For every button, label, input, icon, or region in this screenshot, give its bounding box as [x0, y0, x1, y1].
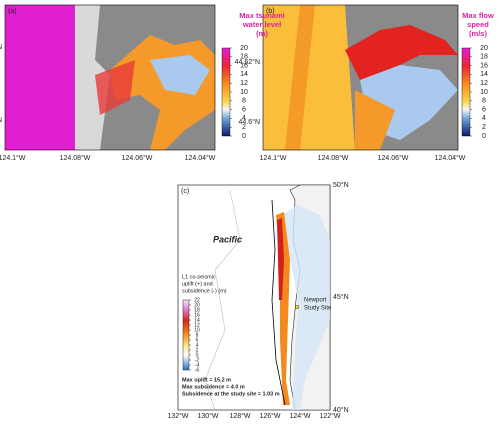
colorbar-tick-label: 14: [194, 317, 200, 323]
colorbar-tick-label: 2: [242, 124, 246, 131]
colorbar-tick-label: 4: [482, 115, 486, 122]
map-b: [262, 4, 459, 151]
lon-label: 126°W: [259, 412, 280, 420]
colorbar-tick-label: -4: [195, 362, 200, 368]
colorbar: [221, 47, 231, 137]
colorbar-title: (m/s): [469, 29, 487, 38]
lon-label: 124°W: [289, 412, 310, 420]
colorbar-tick-label: 12: [480, 80, 488, 87]
map-a: [4, 4, 216, 151]
site-label: Study Site: [304, 306, 332, 312]
stat-text: Subsidence at the study site = 1.03 m: [182, 391, 280, 397]
legend-title: uplift (+) and: [182, 281, 213, 287]
colorbar-tick-label: 4: [242, 115, 246, 122]
colorbar-tick-label: 10: [480, 89, 488, 96]
colorbar-tick-label: 6: [242, 106, 246, 113]
lat-label: 50°N: [333, 181, 349, 189]
colorbar-tick-label: 12: [240, 80, 248, 87]
colorbar-title: Max flow: [462, 11, 494, 20]
colorbar-tick-label: 16: [480, 62, 488, 69]
colorbar-tick-label: 14: [480, 71, 488, 78]
colorbar-title: water level: [242, 20, 281, 29]
lon-label: 124.06°W: [378, 154, 409, 162]
colorbar-tick-label: 20: [194, 302, 200, 308]
colorbar-tick-label: 10: [240, 89, 248, 96]
lon-label: 124.04°W: [185, 154, 216, 162]
colorbar-tick-label: 8: [196, 332, 199, 338]
lat-label: 45°N: [333, 293, 349, 301]
lon-label: 122°W: [319, 412, 340, 420]
stat-text: Max subsidence = 4.0 m: [182, 384, 245, 390]
map-c: [177, 184, 331, 411]
colorbar-tick-label: 0: [196, 352, 199, 358]
lat-label: 44.62°N: [235, 58, 260, 66]
colorbar-title: Max tsunami: [239, 11, 284, 20]
colorbar-tick-label: 16: [194, 312, 200, 318]
colorbar-tick-label: 0: [482, 133, 486, 140]
legend-title: L1 co-seismic: [182, 274, 216, 280]
lon-label: 124.08°W: [60, 154, 91, 162]
ocean-label: Pacific: [213, 234, 242, 244]
colorbar-tick-label: 16: [240, 62, 248, 69]
lon-label: 124.06°W: [122, 154, 153, 162]
colorbar-tick-label: -2: [195, 357, 200, 363]
colorbar-tick-label: 18: [480, 54, 488, 61]
panel-label: (c): [181, 188, 189, 195]
lon-label: 124.1°W: [0, 154, 26, 162]
lon-label: 130°W: [197, 412, 218, 420]
legend-title: subsidence (-) (m): [182, 288, 227, 294]
colorbar-tick-label: 2: [196, 347, 199, 353]
colorbar: [461, 47, 471, 137]
lat-label: 44.62°N: [0, 43, 2, 51]
colorbar-tick-label: -6: [195, 367, 200, 373]
colorbar-tick-label: 18: [240, 54, 248, 61]
colorbar-tick-label: 20: [240, 45, 248, 52]
colorbar-tick-label: 4: [196, 342, 199, 348]
colorbar-tick-label: 20: [480, 45, 488, 52]
lon-label: 124.08°W: [318, 154, 349, 162]
colorbar-tick-label: 2: [482, 124, 486, 131]
panel-label: (b): [266, 8, 275, 15]
colorbar-tick-label: 6: [196, 337, 199, 343]
colorbar-tick-label: 22: [194, 297, 200, 303]
colorbar-tick-label: 10: [194, 327, 200, 333]
panel-label: (a): [8, 8, 17, 15]
stat-text: Max uplift = 15.2 m: [182, 377, 231, 383]
lat-label: 44.6°N: [239, 118, 260, 126]
colorbar-tick-label: 8: [482, 98, 486, 105]
colorbar-title: speed: [467, 20, 489, 29]
colorbar: [182, 299, 190, 371]
lon-label: 124.1°W: [260, 154, 287, 162]
site-label: Newport: [304, 298, 327, 304]
lon-label: 128°W: [229, 412, 250, 420]
lon-label: 124.04°W: [435, 154, 466, 162]
colorbar-tick-label: 14: [240, 71, 248, 78]
colorbar-tick-label: 12: [194, 322, 200, 328]
colorbar-tick-label: 18: [194, 307, 200, 313]
colorbar-tick-label: 6: [482, 106, 486, 113]
colorbar-tick-label: 0: [242, 133, 246, 140]
colorbar-title: (m): [256, 29, 268, 38]
lat-label: 40°N: [333, 406, 349, 414]
colorbar-tick-label: 8: [242, 98, 246, 105]
lat-label: 44.6°N: [0, 116, 2, 124]
lon-label: 132°W: [167, 412, 188, 420]
